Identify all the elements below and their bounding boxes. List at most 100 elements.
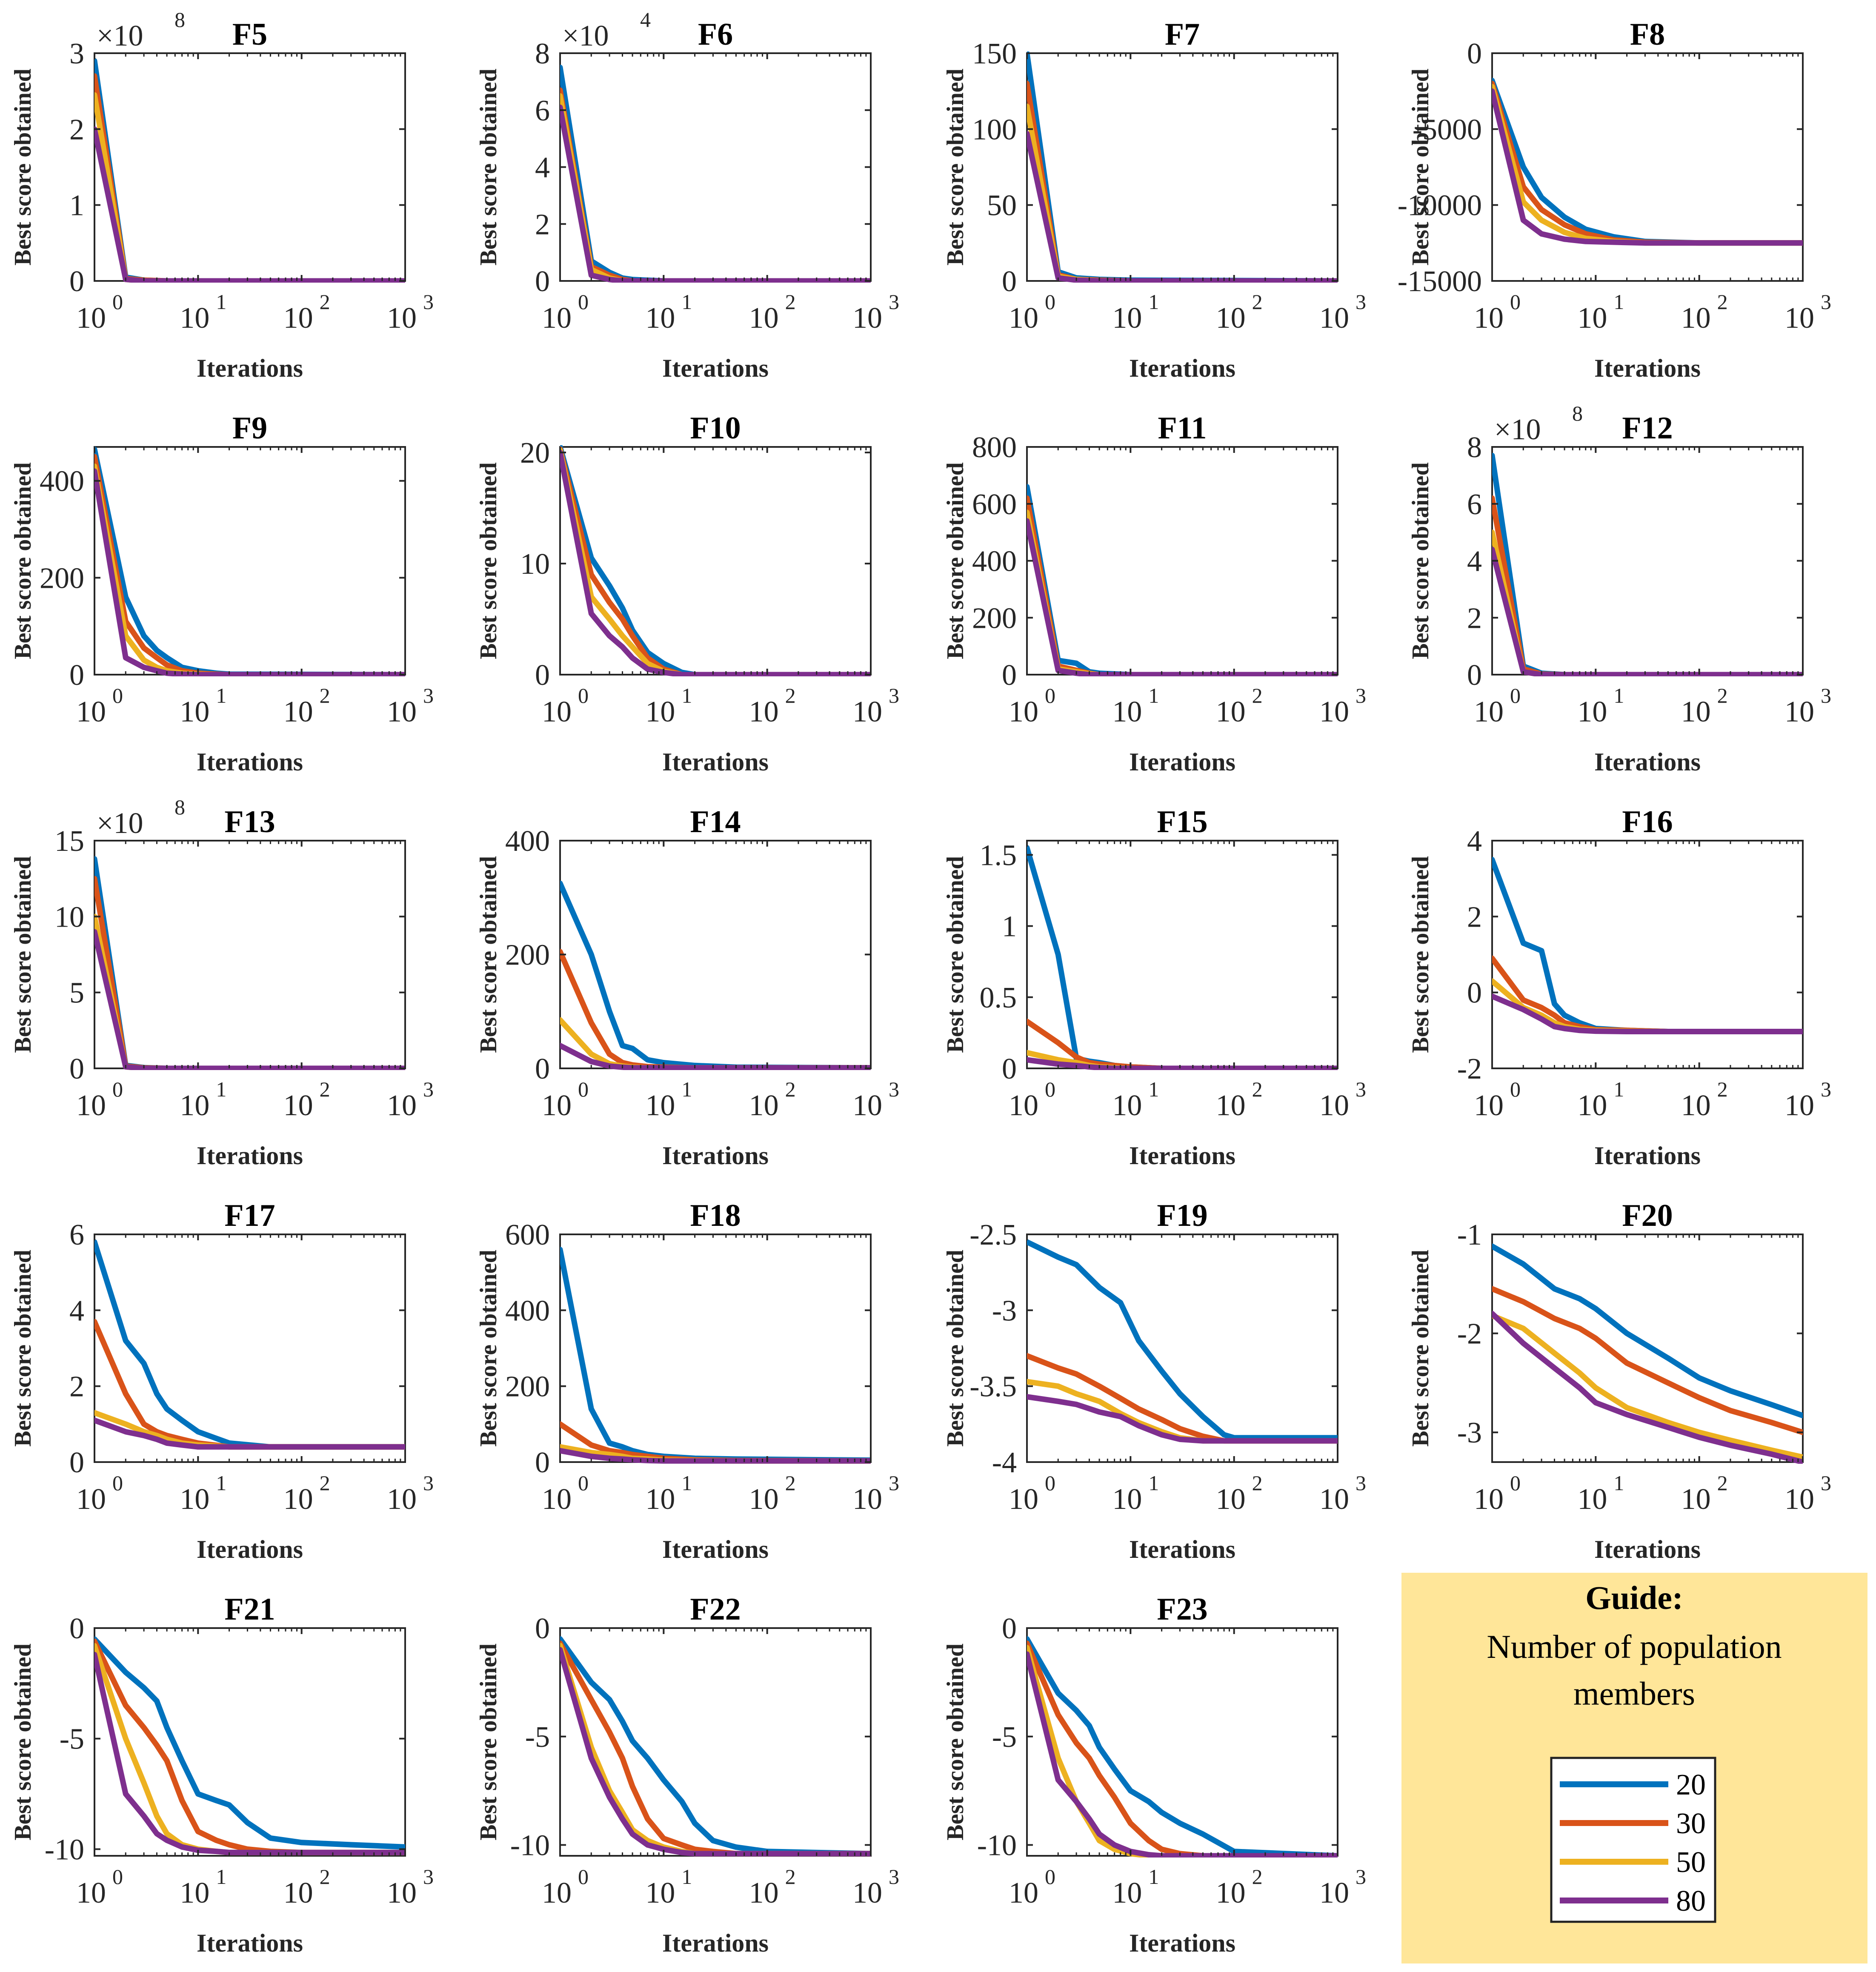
y-axis-label: Best score obtained — [942, 1250, 969, 1447]
series-lines — [1492, 857, 1803, 1034]
series-line-80 — [94, 1417, 405, 1450]
y-tick-label: 4 — [1467, 545, 1482, 578]
subplot-title: F22 — [690, 1592, 741, 1627]
x-tick-label: 10 — [76, 1877, 106, 1909]
x-tick-label: 10 — [1577, 1483, 1607, 1516]
subplot-title: F17 — [224, 1198, 275, 1233]
x-tick-label: 10 — [1112, 1877, 1142, 1909]
x-tick-exponent: 0 — [578, 684, 589, 707]
subplot-title: F21 — [224, 1592, 275, 1627]
x-tick-label: 10 — [1577, 1089, 1607, 1122]
y-tick-label: -3 — [1457, 1417, 1482, 1449]
x-tick-label: 10 — [76, 1089, 106, 1122]
y-tick-label: 1 — [69, 189, 84, 222]
y-tick-label: 0.5 — [980, 982, 1017, 1014]
x-tick-exponent: 2 — [320, 1471, 330, 1495]
x-tick-label: 10 — [1577, 302, 1607, 335]
x-tick-exponent: 0 — [578, 1077, 589, 1101]
series-line-80 — [1492, 547, 1803, 676]
y-tick-label: -5000 — [1413, 113, 1482, 146]
subplot-title: F14 — [690, 804, 741, 839]
x-tick-exponent: 1 — [1148, 684, 1159, 707]
x-tick-exponent: 0 — [1510, 1077, 1521, 1101]
subplot-title: F18 — [690, 1198, 741, 1233]
series-line-30 — [1492, 1286, 1803, 1435]
y-tick-label: -5 — [992, 1721, 1017, 1754]
x-tick-exponent: 2 — [1252, 1865, 1263, 1889]
x-tick-exponent: 2 — [1717, 290, 1728, 314]
y-tick-label: 0 — [69, 1053, 84, 1085]
series-line-80 — [560, 449, 871, 676]
x-tick-label: 10 — [1681, 695, 1711, 728]
subplot-title: F10 — [690, 411, 741, 446]
x-tick-label: 10 — [1474, 1089, 1504, 1122]
x-tick-label: 10 — [1319, 1877, 1349, 1909]
y-tick-label: 200 — [505, 1371, 550, 1403]
series-line-80 — [1492, 1311, 1803, 1464]
x-tick-label: 10 — [180, 695, 209, 728]
axes-box — [559, 1234, 872, 1463]
y-tick-label: 400 — [40, 465, 84, 498]
x-tick-exponent: 1 — [1148, 1077, 1159, 1101]
x-tick-exponent: 0 — [1045, 1471, 1055, 1495]
y-tick-label: 0 — [1467, 37, 1482, 70]
x-tick-label: 10 — [1216, 302, 1246, 335]
series-line-20 — [1492, 1243, 1803, 1419]
subplot-title: F20 — [1622, 1198, 1673, 1233]
y-tick-label: 400 — [505, 1294, 550, 1327]
x-tick-label: 10 — [542, 302, 572, 335]
x-tick-label: 10 — [645, 1877, 675, 1909]
y-tick-label: 10 — [520, 548, 550, 581]
y-exponent-multiplier: ×10 — [97, 20, 143, 52]
x-axis-label: Iterations — [1129, 748, 1235, 776]
y-tick-label: 0 — [1002, 1053, 1017, 1085]
x-tick-label: 10 — [387, 302, 417, 335]
axes-box — [1026, 1234, 1338, 1463]
x-tick-exponent: 0 — [112, 1471, 123, 1495]
y-tick-label: 400 — [505, 825, 550, 858]
y-tick-label: -5 — [60, 1723, 84, 1756]
x-tick-label: 10 — [1474, 695, 1504, 728]
x-tick-label: 10 — [645, 695, 675, 728]
y-tick-label: 0 — [69, 659, 84, 692]
x-tick-label: 10 — [1009, 302, 1038, 335]
series-line-80 — [1027, 1394, 1338, 1444]
series-line-80 — [94, 126, 405, 283]
x-tick-exponent: 3 — [1356, 1865, 1366, 1889]
x-axis-label: Iterations — [662, 1142, 769, 1170]
y-exponent-power: 8 — [174, 8, 185, 31]
y-axis-label: Best score obtained — [942, 462, 969, 659]
y-exponent-multiplier: ×10 — [1494, 413, 1541, 446]
x-tick-exponent: 3 — [889, 1077, 899, 1101]
x-tick-label: 10 — [1681, 1089, 1711, 1122]
y-exponent-power: 8 — [174, 795, 185, 819]
x-tick-label: 10 — [852, 1483, 882, 1516]
y-axis-label: Best score obtained — [942, 69, 969, 266]
x-tick-label: 10 — [542, 1089, 572, 1122]
x-tick-exponent: 3 — [1821, 1471, 1831, 1495]
x-tick-exponent: 1 — [216, 1865, 226, 1889]
x-tick-label: 10 — [852, 1089, 882, 1122]
x-tick-label: 10 — [180, 1483, 209, 1516]
y-tick-label: -10000 — [1398, 189, 1482, 222]
axes-box — [559, 840, 872, 1069]
series-line-80 — [94, 929, 405, 1070]
y-tick-label: 5 — [69, 977, 84, 1010]
x-tick-exponent: 2 — [1252, 1077, 1263, 1101]
y-tick-label: 20 — [520, 437, 550, 469]
y-axis-label: Best score obtained — [10, 69, 36, 266]
x-tick-exponent: 1 — [216, 1471, 226, 1495]
x-tick-exponent: 0 — [1510, 1471, 1521, 1495]
series-line-80 — [560, 1043, 871, 1070]
y-tick-label: 2 — [1467, 901, 1482, 933]
x-tick-exponent: 0 — [578, 290, 589, 314]
x-tick-exponent: 2 — [320, 290, 330, 314]
y-tick-label: 2 — [69, 1371, 84, 1403]
x-axis-label: Iterations — [662, 748, 769, 776]
x-tick-label: 10 — [387, 1877, 417, 1909]
x-tick-label: 10 — [1474, 1483, 1504, 1516]
x-tick-exponent: 1 — [216, 290, 226, 314]
